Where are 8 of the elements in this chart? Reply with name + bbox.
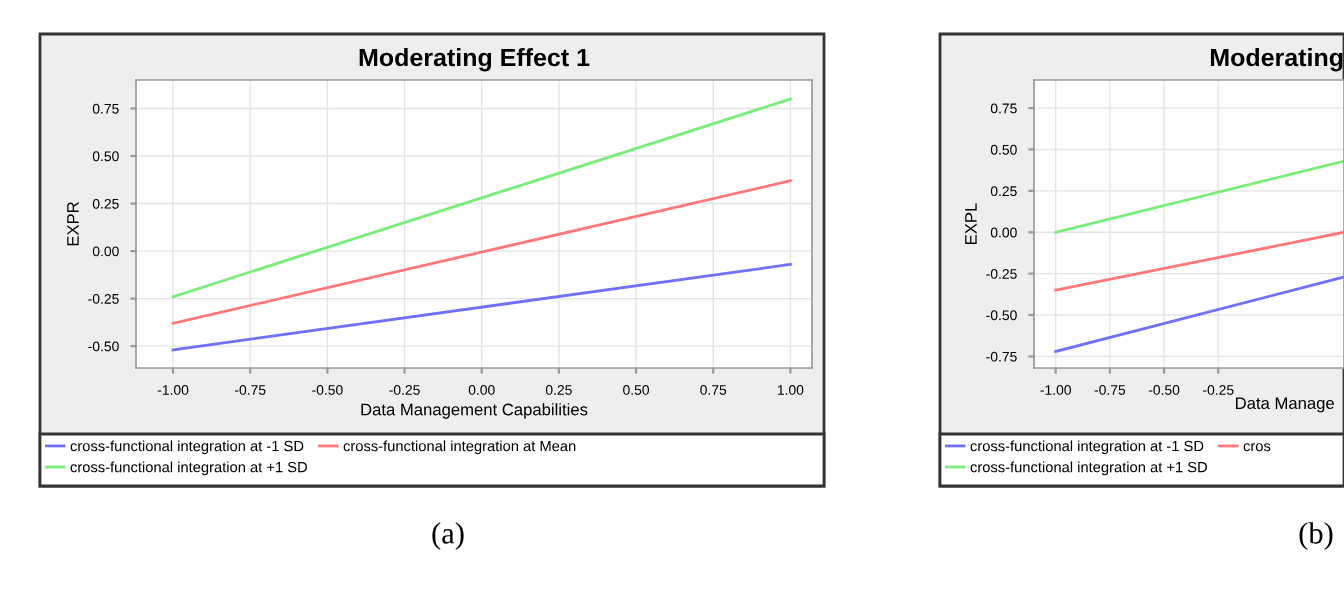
y-axis-title: EXPR — [67, 202, 79, 246]
text: (b) — [1299, 522, 1333, 550]
chart-title: Moderating — [1210, 47, 1343, 72]
x-axis-title: Data Management Capabilities — [361, 403, 588, 419]
y-axis-title: EXPL — [965, 203, 977, 244]
chart-title: Moderating Effect 1 — [359, 47, 590, 72]
x-axis-title: Data Manage — [1236, 397, 1334, 413]
text: (a) — [432, 522, 464, 550]
